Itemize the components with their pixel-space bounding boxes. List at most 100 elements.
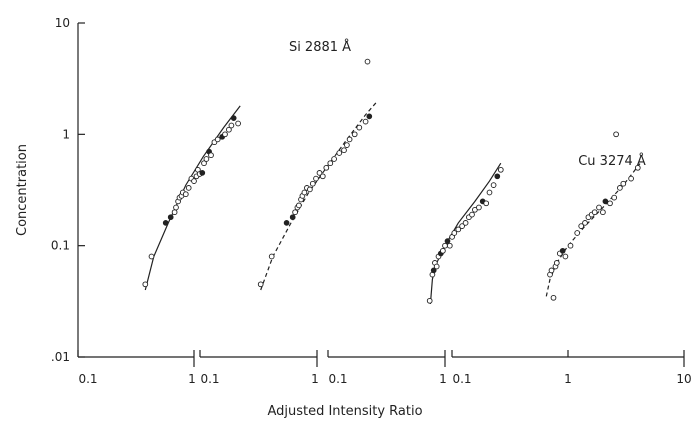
data-point	[162, 220, 169, 226]
data-point	[341, 147, 347, 154]
data-point	[296, 202, 302, 209]
data-point	[433, 263, 440, 270]
data-point	[201, 160, 207, 167]
data-point	[148, 253, 155, 260]
data-point	[611, 194, 618, 201]
data-point	[446, 242, 453, 249]
x-tick-label: 1	[564, 372, 572, 386]
data-point	[462, 220, 469, 226]
y-tick-label: 1	[62, 127, 70, 141]
data-point	[226, 126, 232, 133]
data-point	[346, 136, 353, 143]
data-point	[191, 178, 197, 184]
data-point	[426, 297, 433, 304]
data-point	[596, 204, 602, 211]
data-point	[327, 160, 334, 167]
data-point	[222, 131, 228, 138]
data-point	[486, 189, 493, 196]
x-tick-label: 1	[439, 372, 447, 386]
data-point	[591, 209, 598, 216]
data-point	[344, 142, 350, 148]
y-axis-title: Concentration	[15, 144, 30, 236]
x-tick-label: 0.1	[200, 372, 219, 386]
data-point	[613, 131, 619, 138]
data-point	[331, 156, 337, 162]
data-point	[208, 152, 214, 159]
data-point	[356, 124, 363, 131]
data-point	[214, 136, 221, 143]
data-point	[440, 247, 446, 254]
data-point	[323, 164, 330, 171]
data-point	[362, 118, 369, 125]
data-point	[173, 204, 179, 211]
y-tick-label: 10	[55, 16, 70, 30]
data-point	[550, 294, 557, 301]
data-point	[309, 180, 316, 187]
data-point	[459, 223, 465, 229]
data-point	[203, 156, 210, 162]
x-axis-title: Adjusted Intensity Ratio	[267, 404, 422, 419]
data-point	[469, 211, 475, 218]
data-point	[574, 230, 581, 236]
data-point	[364, 58, 371, 65]
x-tick-label: 1	[188, 372, 196, 386]
data-point	[142, 281, 149, 288]
y-tick-label: .01	[51, 350, 70, 364]
data-point	[494, 173, 501, 180]
data-point	[490, 182, 497, 188]
data-point	[313, 175, 319, 182]
data-point	[567, 242, 574, 249]
data-point	[316, 170, 323, 176]
data-point	[553, 260, 560, 266]
data-point	[582, 220, 588, 226]
data-point	[617, 185, 623, 191]
x-tick-label: 0.1	[452, 372, 471, 386]
data-point	[634, 164, 641, 171]
data-point	[607, 200, 613, 207]
data-point	[455, 226, 462, 233]
data-point	[185, 185, 192, 191]
data-point	[562, 253, 569, 260]
data-point	[235, 120, 241, 127]
data-point	[292, 209, 298, 216]
data-point	[257, 281, 264, 288]
data-point	[307, 186, 313, 193]
fit-curve-panel-4	[545, 162, 641, 297]
data-point	[620, 180, 627, 187]
data-point	[199, 170, 206, 176]
y-tick-label: 0.1	[51, 239, 70, 253]
data-point	[228, 122, 235, 129]
data-point	[268, 253, 275, 260]
series-annotation: Cu 3274 Å	[578, 153, 646, 169]
data-point	[351, 131, 358, 138]
data-point	[167, 214, 174, 221]
x-tick-label: 1	[311, 372, 319, 386]
data-point	[366, 113, 373, 120]
data-point	[319, 173, 326, 180]
data-point	[483, 200, 490, 207]
data-point	[476, 204, 482, 211]
x-tick-label: 0.1	[328, 372, 347, 386]
data-point	[283, 220, 290, 226]
data-point	[497, 166, 504, 173]
data-point	[559, 247, 566, 254]
x-tick-label: 10	[676, 372, 691, 386]
data-point	[430, 267, 437, 274]
data-point	[548, 267, 555, 274]
data-point	[444, 238, 451, 244]
fit-curve-panel-3	[429, 162, 502, 304]
x-tick-label: 0.1	[78, 372, 97, 386]
series-annotation: Si 2881 Å	[289, 39, 351, 55]
data-point	[602, 198, 609, 205]
data-point	[230, 115, 237, 121]
data-point	[578, 223, 585, 229]
data-point	[182, 191, 189, 198]
data-point	[336, 150, 343, 156]
data-point	[301, 189, 308, 196]
data-point	[171, 209, 178, 216]
data-point	[600, 209, 606, 216]
data-point	[289, 214, 296, 221]
fit-curve-panel-2	[260, 100, 379, 291]
